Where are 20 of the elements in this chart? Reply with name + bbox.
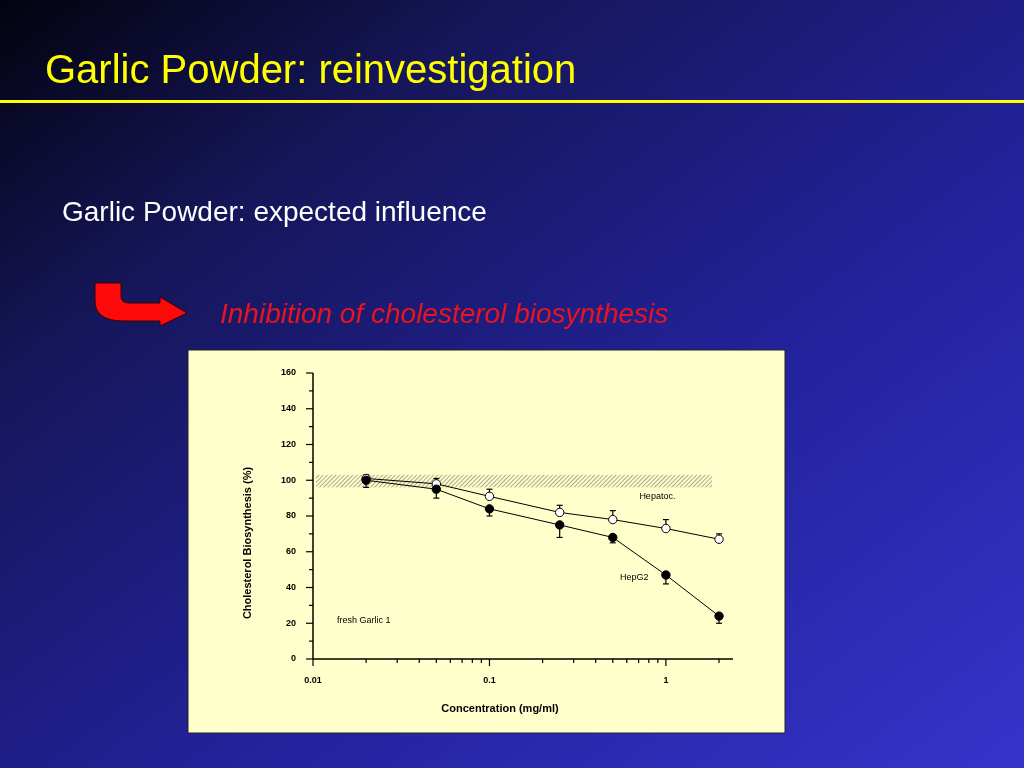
y-tick-label: 140 [280, 403, 296, 414]
x-tick-label: 0.1 [483, 675, 496, 685]
y-tick-label: 80 [285, 510, 296, 521]
series-label: HepG2 [620, 572, 649, 583]
y-tick-label: 60 [285, 546, 296, 557]
y-tick-label: 120 [280, 438, 296, 449]
chart-title: Garlic Powder: reinvestigation [45, 47, 577, 91]
y-tick-label: 40 [285, 581, 296, 592]
y-tick-label: 20 [285, 617, 296, 628]
x-tick-label: 0.01 [304, 675, 322, 685]
y-tick-label: 100 [280, 474, 296, 485]
y-tick-label: 0 [290, 653, 296, 664]
text: Inhibition of cholesterol biosynthesis [220, 298, 669, 329]
annotation: fresh Garlic 1 [336, 614, 391, 625]
x-tick-label: 1 [663, 675, 669, 685]
y-tick-label: 160 [280, 367, 296, 378]
text: Hepatoc. [639, 490, 676, 501]
chart-subtitle: Garlic Powder: expected influence [62, 196, 487, 227]
x-axis-title: Concentration (mg/ml) [441, 702, 559, 714]
y-axis-title: Cholesterol Biosynthesis (%) [241, 466, 253, 620]
